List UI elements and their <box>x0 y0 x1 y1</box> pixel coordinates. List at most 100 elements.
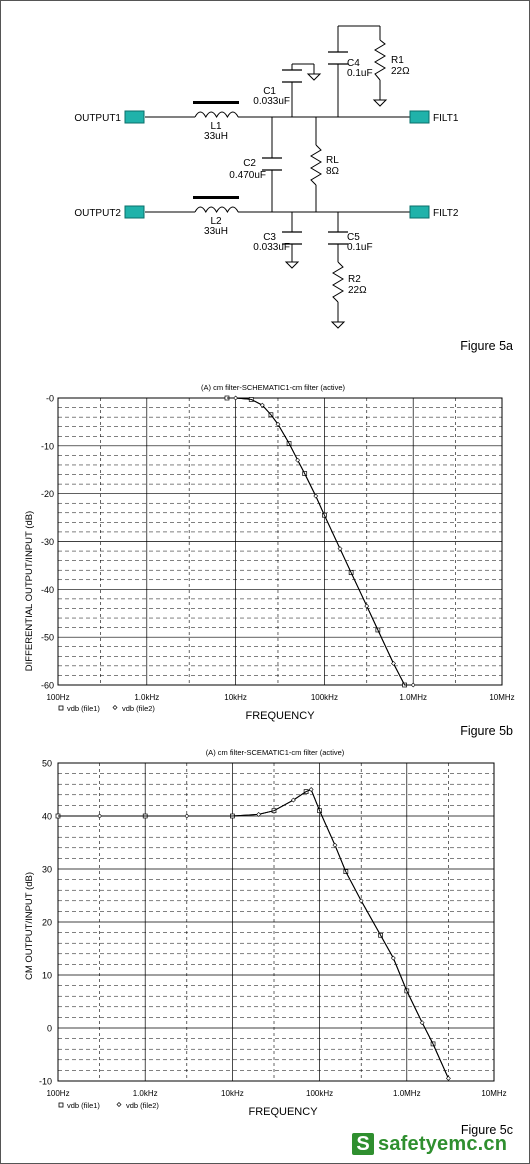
c4-name: C4 <box>347 58 360 69</box>
l2-name: L2 <box>210 216 222 227</box>
port-filt2-label: FILT2 <box>433 208 459 219</box>
x-tick-label: 100kHz <box>306 1089 333 1098</box>
data-point-diamond <box>275 421 281 427</box>
x-tick-label: 100kHz <box>311 693 338 702</box>
c3-name: C3 <box>263 232 276 243</box>
r1-name: R1 <box>391 55 404 66</box>
inductors <box>193 101 239 214</box>
data-point-diamond <box>233 395 239 401</box>
c5-value: 0.1uF <box>347 242 373 253</box>
legend: vdb (file1) vdb (file2) <box>58 704 155 713</box>
x-tick-label: 10MHz <box>489 693 514 702</box>
series-line-2 <box>58 788 449 1079</box>
x-axis-label: FREQUENCY <box>245 710 315 722</box>
watermark-logo: S safetyemc.cn <box>352 1130 507 1158</box>
x-tick-label: 1.0MHz <box>399 693 427 702</box>
legend-marker-diamond <box>112 705 118 710</box>
c5-name: C5 <box>347 232 360 243</box>
legend-entry-1: vdb (file1) <box>67 1101 100 1110</box>
chart-title: (A) cm filter-SCHEMATIC1-cm filter (acti… <box>201 383 346 392</box>
x-axis-label: FREQUENCY <box>248 1106 318 1118</box>
x-tick-label: 10kHz <box>224 693 247 702</box>
chart-common-mode: (A) cm filter-SCEMATIC1-cm filter (activ… <box>24 748 513 1137</box>
y-tick-label: 40 <box>42 812 52 822</box>
c3-value: 0.033uF <box>253 242 290 253</box>
y-tick-label: -20 <box>41 489 54 499</box>
data-point-diamond <box>364 603 370 609</box>
series-line-1 <box>58 788 449 1079</box>
l1-value: 33uH <box>204 131 228 142</box>
plot-area <box>57 397 503 686</box>
logo-s-icon: S <box>352 1133 374 1155</box>
legend-marker-diamond <box>116 1102 122 1107</box>
data-point-diamond <box>390 955 396 961</box>
legend-marker-square <box>58 1102 64 1108</box>
plot-area <box>57 762 495 1082</box>
data-point-diamond <box>97 813 103 819</box>
c2-value: 0.470uF <box>229 170 266 181</box>
legend: vdb (file1) vdb (file2) <box>58 1101 159 1110</box>
l2-value: 33uH <box>204 226 228 237</box>
data-point-diamond <box>295 457 301 463</box>
y-tick-label: 20 <box>42 918 52 928</box>
data-point-diamond <box>256 811 262 817</box>
rl-name: RL <box>326 155 339 166</box>
r1-value: 22Ω <box>391 66 410 77</box>
x-tick-label: 1.0MHz <box>393 1089 421 1098</box>
port-output1-label: OUTPUT1 <box>74 113 121 124</box>
figure-5b-label: Figure 5b <box>460 724 513 738</box>
rl-value: 8Ω <box>326 166 340 177</box>
y-tick-label: 10 <box>42 971 52 981</box>
legend-marker-square <box>58 705 64 711</box>
resistors <box>310 39 386 303</box>
y-tick-label: 50 <box>42 759 52 769</box>
port-connectors <box>124 110 430 219</box>
chart-title: (A) cm filter-SCEMATIC1-cm filter (activ… <box>206 748 345 757</box>
r2-name: R2 <box>348 274 361 285</box>
data-point-diamond <box>184 813 190 819</box>
chart-differential: (A) cm filter-SCHEMATIC1-cm filter (acti… <box>24 383 515 738</box>
data-point-diamond <box>410 682 416 688</box>
y-tick-label: 0 <box>47 1024 52 1034</box>
c1-value: 0.033uF <box>253 96 290 107</box>
port-output2-label: OUTPUT2 <box>74 208 121 219</box>
x-tick-label: 100Hz <box>46 693 69 702</box>
data-point-diamond <box>290 797 296 803</box>
wires <box>145 25 410 322</box>
logo-text: safetyemc.cn <box>378 1132 508 1155</box>
legend-entry-2: vdb (file2) <box>126 1101 159 1110</box>
grid <box>57 397 503 686</box>
schematic: OUTPUT1 OUTPUT2 FILT1 FILT2 L1 33uH L2 3… <box>74 25 513 353</box>
y-tick-label: -30 <box>41 537 54 547</box>
port-filt1-label: FILT1 <box>433 113 459 124</box>
ground-symbols <box>284 73 388 329</box>
x-tick-label: 10kHz <box>221 1089 244 1098</box>
y-tick-label: -50 <box>41 633 54 643</box>
y-tick-label: -0 <box>46 394 54 404</box>
data-point-diamond <box>358 898 364 904</box>
y-tick-label: 30 <box>42 865 52 875</box>
r2-value: 22Ω <box>348 285 367 296</box>
grid <box>57 762 495 1082</box>
y-axis-label: CM OUTPUT/INPUT (dB) <box>24 872 35 980</box>
l1-name: L1 <box>210 121 222 132</box>
y-tick-label: -60 <box>41 681 54 691</box>
y-tick-label: -40 <box>41 585 54 595</box>
c1-name: C1 <box>263 86 276 97</box>
data-point-diamond <box>313 493 319 499</box>
figure-5a-label: Figure 5a <box>460 339 513 353</box>
legend-entry-2: vdb (file2) <box>122 704 155 713</box>
legend-entry-1: vdb (file1) <box>67 704 100 713</box>
data-point-diamond <box>308 787 314 792</box>
data-point-diamond <box>391 661 396 666</box>
y-tick-label: -10 <box>41 441 54 451</box>
c4-value: 0.1uF <box>347 68 373 79</box>
y-tick-label: -10 <box>39 1077 52 1087</box>
data-point-diamond <box>445 1075 451 1081</box>
c2-name: C2 <box>243 158 256 169</box>
data-point-diamond <box>419 1020 425 1026</box>
data-point-diamond <box>337 546 343 552</box>
x-tick-label: 1.0kHz <box>134 693 159 702</box>
data-point-diamond <box>332 842 338 848</box>
x-tick-label: 100Hz <box>46 1089 69 1098</box>
